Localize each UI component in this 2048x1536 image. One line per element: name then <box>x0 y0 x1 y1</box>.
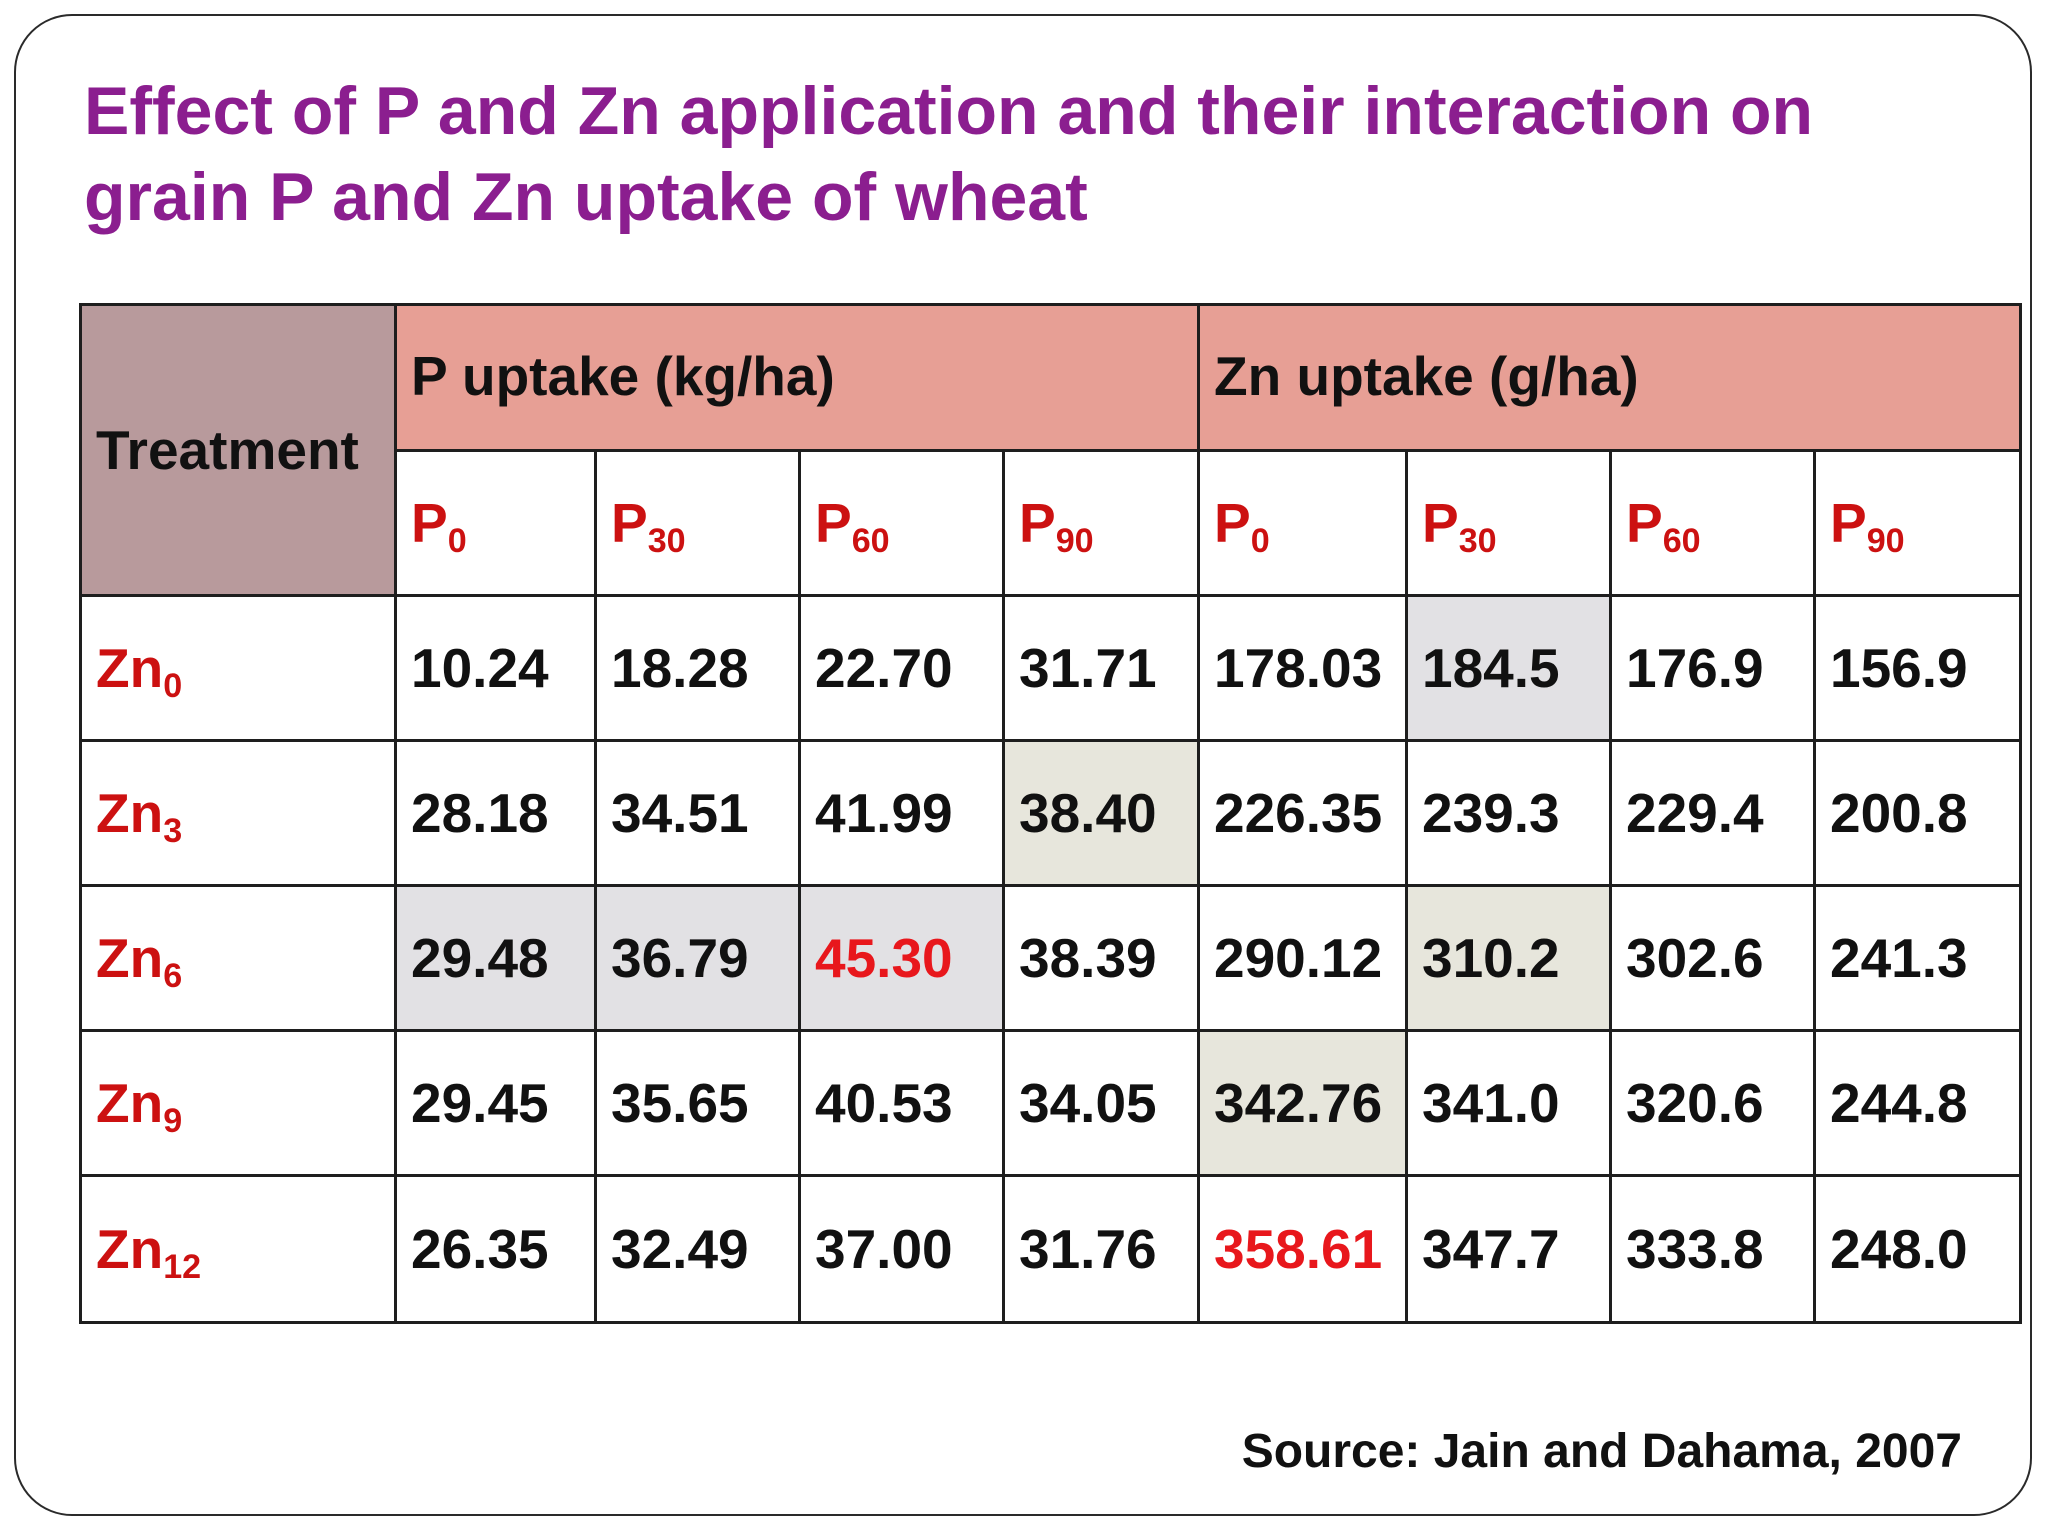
slide-title: Effect of P and Zn application and their… <box>84 73 1814 235</box>
p-uptake-cell: 22.70 <box>798 594 1005 742</box>
zn-uptake-cell: 241.3 <box>1812 884 2023 1032</box>
zn-uptake-cell: 178.03 <box>1197 594 1408 742</box>
p-uptake-cell: 38.39 <box>1002 884 1200 1032</box>
p-uptake-cell: 26.35 <box>394 1174 597 1324</box>
zn-uptake-cell: 244.8 <box>1812 1029 2023 1177</box>
p-uptake-col-header: P90 <box>1002 449 1200 597</box>
zn-uptake-col-header: P30 <box>1405 449 1612 597</box>
p-uptake-cell: 40.53 <box>798 1029 1005 1177</box>
zn-uptake-cell: 302.6 <box>1609 884 1816 1032</box>
zn-uptake-cell: 176.9 <box>1609 594 1816 742</box>
zn-uptake-col-header: P60 <box>1609 449 1816 597</box>
zn-uptake-cell: 239.3 <box>1405 739 1612 887</box>
row-header: Zn6 <box>79 884 397 1032</box>
slide-frame: Effect of P and Zn application and their… <box>14 14 2032 1516</box>
treatment-header: Treatment <box>79 303 397 597</box>
p-uptake-col-header: P0 <box>394 449 597 597</box>
zn-uptake-cell: 341.0 <box>1405 1029 1612 1177</box>
row-header: Zn12 <box>79 1174 397 1324</box>
zn-uptake-cell: 290.12 <box>1197 884 1408 1032</box>
p-uptake-col-header: P30 <box>594 449 801 597</box>
p-uptake-col-header: P60 <box>798 449 1005 597</box>
p-uptake-cell: 34.05 <box>1002 1029 1200 1177</box>
row-header: Zn3 <box>79 739 397 887</box>
table-row: Zn9 29.45 35.65 40.53 34.05 342.76 341.0… <box>79 1029 2023 1177</box>
p-uptake-cell-highlighted: 36.79 <box>594 884 801 1032</box>
p-uptake-cell: 37.00 <box>798 1174 1005 1324</box>
zn-uptake-group-header: Zn uptake (g/ha) <box>1196 303 2023 452</box>
zn-uptake-cell: 229.4 <box>1609 739 1816 887</box>
zn-uptake-cell: 320.6 <box>1609 1029 1816 1177</box>
p-uptake-cell-highlighted: 38.40 <box>1002 739 1200 887</box>
row-header: Zn9 <box>79 1029 397 1177</box>
p-uptake-cell: 28.18 <box>394 739 597 887</box>
zn-uptake-col-header: P0 <box>1197 449 1408 597</box>
p-uptake-cell: 41.99 <box>798 739 1005 887</box>
zn-uptake-cell: 226.35 <box>1197 739 1408 887</box>
p-uptake-cell: 35.65 <box>594 1029 801 1177</box>
zn-uptake-cell-highlighted: 310.2 <box>1405 884 1612 1032</box>
p-uptake-group-header: P uptake (kg/ha) <box>394 303 1200 452</box>
row-header: Zn0 <box>79 594 397 742</box>
p-uptake-cell: 31.71 <box>1002 594 1200 742</box>
source-citation: Source: Jain and Dahama, 2007 <box>1241 1425 1962 1478</box>
p-uptake-cell: 18.28 <box>594 594 801 742</box>
zn-uptake-col-header: P90 <box>1812 449 2023 597</box>
zn-uptake-cell-max: 358.61 <box>1197 1174 1408 1324</box>
table-row: Zn3 28.18 34.51 41.99 38.40 226.35 239.3… <box>79 739 2023 887</box>
uptake-table: Treatment P uptake (kg/ha) Zn uptake (g/… <box>79 303 2023 1324</box>
zn-uptake-cell: 248.0 <box>1812 1174 2023 1324</box>
zn-uptake-cell: 333.8 <box>1609 1174 1816 1324</box>
table-row: Zn12 26.35 32.49 37.00 31.76 358.61 347.… <box>79 1174 2023 1324</box>
p-uptake-cell: 31.76 <box>1002 1174 1200 1324</box>
table-row: Zn6 29.48 36.79 45.30 38.39 290.12 310.2… <box>79 884 2023 1032</box>
p-uptake-cell: 29.45 <box>394 1029 597 1177</box>
zn-uptake-cell: 156.9 <box>1812 594 2023 742</box>
p-uptake-cell: 34.51 <box>594 739 801 887</box>
zn-uptake-cell: 200.8 <box>1812 739 2023 887</box>
p-uptake-cell: 32.49 <box>594 1174 801 1324</box>
p-uptake-cell-highlighted: 29.48 <box>394 884 597 1032</box>
zn-uptake-cell-highlighted: 184.5 <box>1405 594 1612 742</box>
zn-uptake-cell-highlighted: 342.76 <box>1197 1029 1408 1177</box>
table-row: Zn0 10.24 18.28 22.70 31.71 178.03 184.5… <box>79 594 2023 742</box>
p-uptake-cell: 10.24 <box>394 594 597 742</box>
zn-uptake-cell: 347.7 <box>1405 1174 1612 1324</box>
p-uptake-cell-max: 45.30 <box>798 884 1005 1032</box>
